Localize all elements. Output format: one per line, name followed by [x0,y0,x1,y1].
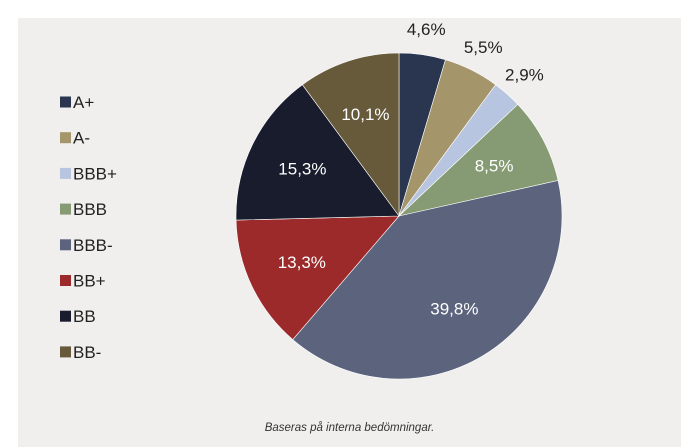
legend-label: BBB- [73,236,113,255]
legend-label: BB- [73,343,101,362]
legend-swatch [60,203,71,215]
legend-item-a-minus: A- [60,129,90,148]
legend-item-bb-plus: BB+ [60,272,106,291]
pie-slices [235,52,563,380]
legend-swatch [60,346,71,358]
chart-panel: A+ A- BBB+ BBB BBB- BB+ BB BB- 4,6% 5,5% 2,9% 8,5%… [18,18,681,447]
data-label-bb-minus: 10,1% [341,105,389,124]
legend-label: BB [73,307,96,326]
pie-slice-bb-minus [301,52,400,217]
data-label-bbb-minus: 39,8% [430,299,478,318]
legend-label: BBB [73,200,107,219]
legend-item-a-plus: A+ [60,93,94,112]
legend: A+ A- BBB+ BBB BBB- BB+ BB BB- [60,93,117,362]
legend-label: BBB+ [73,164,117,183]
legend-item-bbb-minus: BBB- [60,236,113,255]
pie-slice-bb-plus [235,215,400,341]
pie-chart: A+ A- BBB+ BBB BBB- BB+ BB BB- 4,6% 5,5%2,9% 8,5%… [60,20,563,380]
legend-label: BB+ [73,272,106,291]
pie-slice-bbb-minus [292,180,563,380]
pie-labels: 4,6% 5,5%2,9% 8,5% 39,8% 13,3% 15,3% 10,1% [278,20,544,318]
legend-item-bbb: BBB [60,200,107,219]
legend-label: A- [73,129,90,148]
data-label-bb: 15,3% [278,160,326,179]
data-label-bbb-plus: 2,9% [505,66,544,85]
legend-swatch [60,239,71,251]
legend-swatch [60,96,71,108]
legend-item-bb-minus: BB- [60,343,101,362]
legend-swatch [60,167,71,179]
pie-slice-bbb [397,103,559,217]
legend-item-bb: BB [60,307,96,326]
pie-slice-bb [235,84,400,221]
legend-swatch [60,310,71,322]
data-label-bb-plus: 13,3% [278,253,326,272]
data-label-a-minus: 5,5% [464,38,503,57]
legend-item-bbb-plus: BBB+ [60,164,117,183]
legend-swatch [60,132,71,144]
data-label-a-plus: 4,6% [407,20,446,39]
legend-swatch [60,275,71,286]
legend-label: A+ [73,93,94,112]
footnote: Baseras på interna bedömningar. [264,422,435,434]
data-label-bbb: 8,5% [475,157,514,176]
